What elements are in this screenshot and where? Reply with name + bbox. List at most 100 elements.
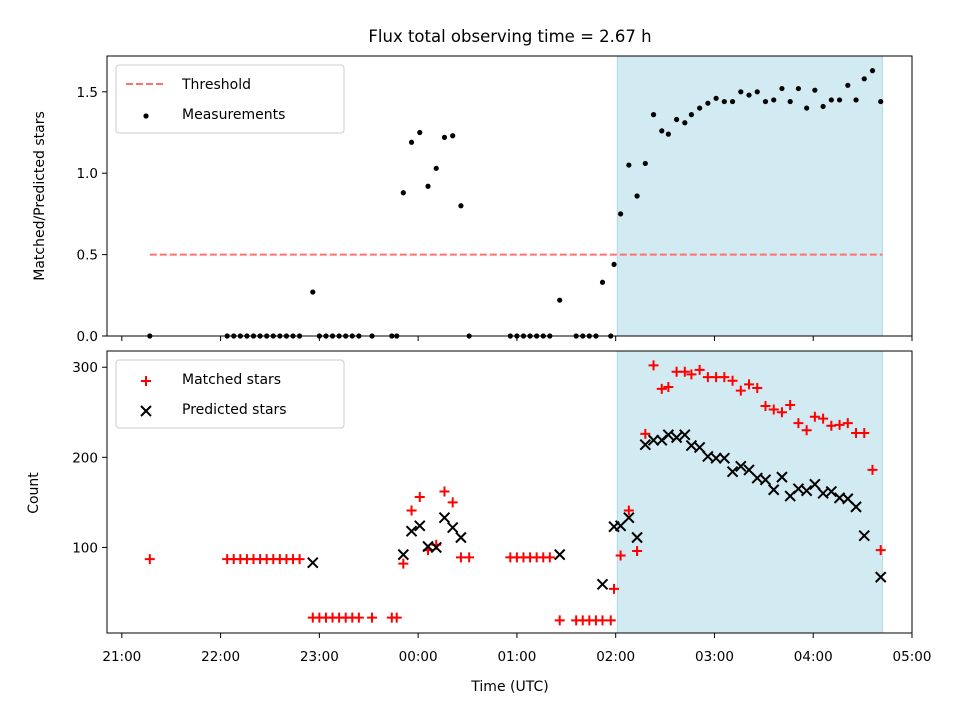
- data-point: [438, 511, 451, 524]
- x-tick-label: 03:00: [695, 649, 734, 665]
- data-point: [859, 427, 870, 438]
- x-axis-label: Time (UTC): [470, 679, 548, 695]
- data-point: [665, 131, 671, 137]
- data-point: [694, 364, 705, 375]
- data-point: [735, 385, 746, 396]
- data-point: [804, 105, 810, 111]
- data-point: [557, 297, 563, 303]
- data-point: [425, 183, 431, 189]
- data-point: [762, 98, 769, 105]
- data-point: [686, 369, 697, 380]
- legend-label: Matched stars: [182, 372, 281, 388]
- top-y-axis-label: Matched/Predicted stars: [32, 111, 48, 281]
- data-point: [639, 438, 652, 451]
- data-point: [642, 160, 648, 167]
- data-point: [609, 583, 620, 594]
- y-tick-label: 300: [72, 360, 98, 376]
- bottom-highlight-span: [616, 350, 883, 634]
- data-point: [771, 97, 777, 103]
- y-tick-label: 0.5: [77, 248, 98, 264]
- data-point: [809, 478, 821, 491]
- data-point: [398, 558, 409, 569]
- data-point: [640, 428, 651, 439]
- data-point: [647, 434, 660, 446]
- data-point: [464, 552, 475, 563]
- top-plot-frame: [106, 55, 913, 337]
- data-point: [828, 97, 834, 103]
- data-point: [611, 261, 617, 267]
- data-point: [596, 578, 609, 591]
- data-point: [795, 85, 802, 92]
- legend-box: [115, 359, 345, 429]
- data-point: [812, 87, 818, 93]
- x-tick-label: 21:00: [102, 649, 141, 665]
- data-point: [697, 105, 703, 111]
- y-tick-label: 1.0: [77, 166, 98, 182]
- data-point: [800, 484, 813, 497]
- data-point: [615, 550, 626, 561]
- data-point: [310, 289, 316, 295]
- data-point: [693, 441, 706, 454]
- legend-swatch: [141, 376, 151, 386]
- data-point: [809, 411, 820, 422]
- data-point: [670, 431, 683, 444]
- data-point: [632, 546, 643, 557]
- data-point: [719, 372, 730, 383]
- data-point: [685, 439, 698, 452]
- data-point: [752, 382, 763, 393]
- data-point: [869, 68, 876, 74]
- data-point: [787, 98, 793, 105]
- x-tick-label: 02:00: [596, 649, 635, 665]
- data-point: [405, 525, 418, 537]
- data-point: [867, 464, 878, 475]
- data-point: [391, 612, 402, 623]
- data-point: [738, 89, 744, 95]
- x-tick-label: 22:00: [201, 649, 240, 665]
- data-point: [554, 548, 566, 561]
- data-point: [751, 472, 763, 484]
- x-tick-label: 01:00: [497, 649, 536, 665]
- bottom-y-axis-label: Count: [26, 472, 42, 514]
- bottom-series-0: [144, 360, 886, 626]
- data-point: [446, 521, 459, 534]
- data-point: [455, 531, 467, 544]
- data-point: [447, 497, 458, 508]
- data-point: [673, 116, 680, 123]
- data-point: [718, 452, 731, 464]
- legend-swatch: [143, 113, 149, 119]
- bottom-legend: Matched stars Predicted stars: [115, 359, 345, 429]
- data-point: [626, 162, 632, 168]
- data-point: [397, 548, 410, 561]
- data-point: [648, 360, 659, 371]
- data-point: [441, 134, 448, 140]
- data-point: [458, 203, 464, 209]
- data-point: [817, 487, 829, 500]
- data-point: [721, 98, 727, 105]
- y-tick-label: 0.0: [77, 329, 98, 345]
- top-highlight-span: [616, 55, 883, 337]
- top-legend: Threshold Measurements: [115, 64, 345, 134]
- data-point: [858, 529, 870, 542]
- x-tick-label: 04:00: [794, 649, 833, 665]
- bottom-panel: 100 200 300 21:00 22:00 23:00 00:00 01:00 02:00 0…: [72, 350, 931, 665]
- data-point: [144, 554, 155, 565]
- data-point: [599, 279, 606, 285]
- legend-label: Threshold: [181, 77, 251, 93]
- data-point: [450, 133, 456, 139]
- data-point: [439, 486, 450, 497]
- data-point: [726, 466, 739, 478]
- data-point: [679, 366, 690, 377]
- data-point: [853, 97, 859, 103]
- data-point: [845, 82, 851, 88]
- data-point: [702, 450, 714, 463]
- data-point: [623, 505, 634, 516]
- legend-box: [115, 64, 345, 134]
- data-point: [294, 554, 305, 565]
- data-point: [650, 112, 657, 118]
- x-tick-label: 23:00: [300, 649, 339, 665]
- data-point: [768, 404, 779, 415]
- data-point: [746, 92, 752, 98]
- data-point: [825, 485, 838, 498]
- data-point: [433, 165, 439, 171]
